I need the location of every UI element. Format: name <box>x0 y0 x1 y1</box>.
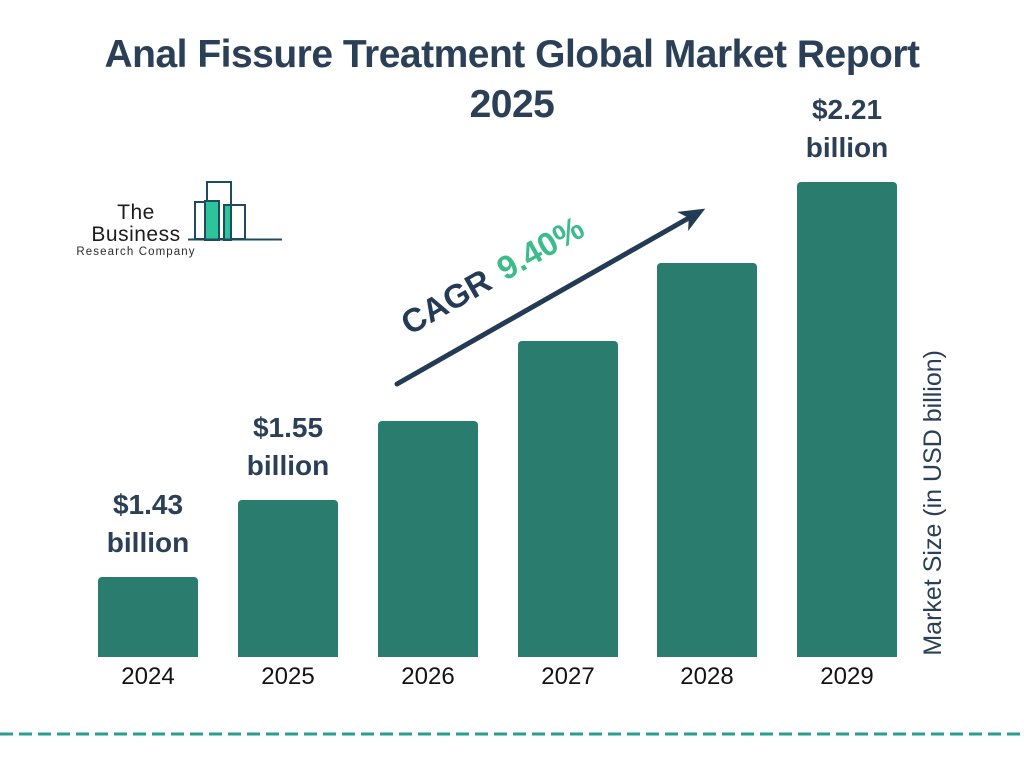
logo-name-line2: Research Company <box>76 246 196 258</box>
bar-2028 <box>657 263 757 657</box>
x-axis-label-2025: 2025 <box>261 663 315 690</box>
x-axis-label-2029: 2029 <box>820 663 874 690</box>
bar-column-2026 <box>378 421 478 657</box>
bar-column-2025: $1.55 billion <box>238 409 338 657</box>
bar-column-2027 <box>518 341 618 657</box>
bar-column-2029: $2.21 billion <box>797 91 897 657</box>
cagr-value: 9.40% <box>490 208 591 288</box>
chart-title-line1: Anal Fissure Treatment Global Market Rep… <box>104 33 920 76</box>
company-logo-bars-icon <box>188 181 282 241</box>
x-axis-label-2026: 2026 <box>401 663 455 690</box>
x-axis-label-2028: 2028 <box>680 663 734 690</box>
chart-title-line2: 2025 <box>469 83 555 126</box>
cagr-prefix: CAGR <box>394 261 498 342</box>
cagr-annotation: CAGR9.40% <box>394 208 591 343</box>
bar-2029 <box>797 182 897 657</box>
x-axis-label-2027: 2027 <box>541 663 595 690</box>
bar-value-label-2025: $1.55 billion <box>246 412 330 481</box>
bar-2024 <box>98 577 198 657</box>
bar-2027 <box>518 341 618 657</box>
bar-value-label-2024: $1.43 billion <box>106 489 190 558</box>
bar-value-label-2029: $2.21 billion <box>805 94 889 163</box>
bar-column-2024: $1.43 billion <box>98 486 198 657</box>
company-logo-text: The Business Research Company <box>76 202 196 259</box>
bar-2026 <box>378 421 478 657</box>
y-axis-label: Market Size (in USD billion) <box>918 350 947 656</box>
bar-2025 <box>238 500 338 657</box>
logo-name-line1: The Business <box>91 201 181 246</box>
chart-title: Anal Fissure Treatment Global Market Rep… <box>0 30 1024 130</box>
x-axis-label-2024: 2024 <box>121 663 175 690</box>
bar-column-2028 <box>657 263 757 657</box>
